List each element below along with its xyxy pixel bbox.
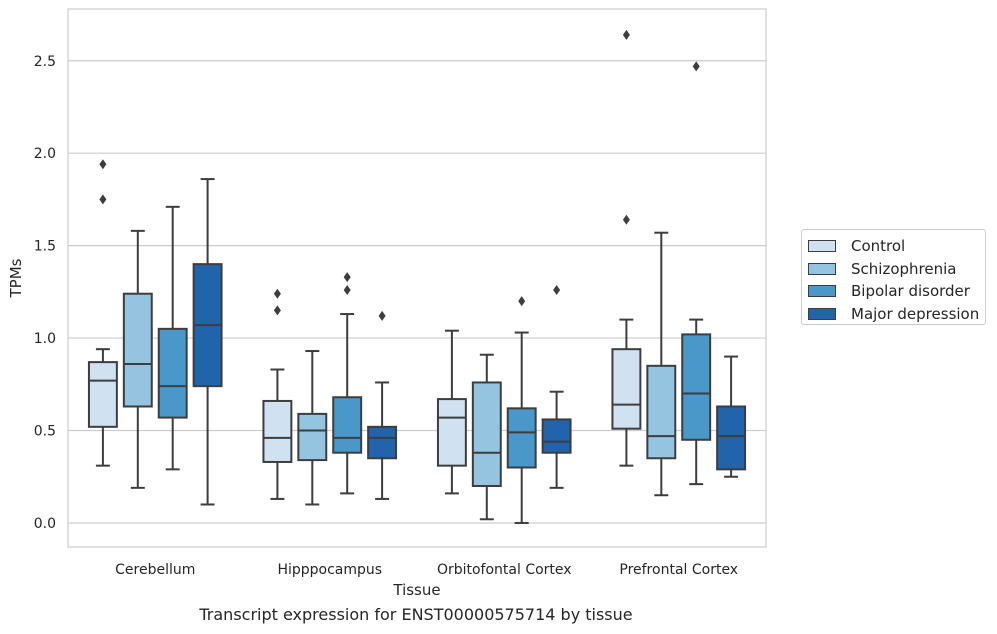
y-axis-label: TPMs (7, 258, 25, 298)
legend-item-control: Control (808, 235, 985, 258)
outlier-point (273, 288, 281, 299)
box (646, 364, 677, 460)
box-group (122, 229, 153, 489)
box-group (332, 272, 363, 495)
boxes (87, 29, 747, 524)
box-group (367, 310, 398, 500)
box (332, 396, 363, 454)
chart-title: Transcript expression for ENST0000057571… (199, 605, 633, 624)
box-group (192, 178, 223, 506)
x-tick-label: Hipppocampus (277, 562, 382, 578)
plot-frame (67, 8, 767, 548)
outlier-point (622, 214, 630, 225)
outlier-point (99, 159, 107, 170)
box (471, 381, 502, 487)
y-tick-labels: 0.0 0.5 1.0 1.5 2.0 2.5 (34, 54, 56, 532)
x-tick-label: Cerebellum (115, 562, 195, 578)
x-tick-label: Orbitofontal Cortex (437, 562, 572, 578)
x-tick-label: Prefrontal Cortex (619, 562, 738, 578)
x-tick-labels: Cerebellum Hipppocampus Orbitofontal Corte… (115, 562, 738, 578)
box-group (262, 288, 293, 500)
legend-label-control: Control (851, 237, 906, 256)
box-group (506, 296, 537, 524)
legend: Control Schizophrenia Bipolar disorder M… (801, 229, 986, 325)
outlier-point (343, 285, 351, 296)
box (122, 292, 153, 408)
legend-label-major-depression: Major depression (851, 304, 980, 323)
box-group (611, 29, 642, 467)
outlier-point (692, 61, 700, 72)
box (611, 348, 642, 430)
box (157, 327, 188, 419)
legend-label-schizophrenia: Schizophrenia (851, 259, 957, 278)
legend-swatch-major-depression (808, 307, 836, 320)
legend-item-bipolar-disorder: Bipolar disorder (808, 280, 985, 303)
legend-swatch-bipolar-disorder (808, 285, 836, 298)
outlier-point (553, 285, 561, 296)
outlier-point (518, 296, 526, 307)
outlier-point (622, 29, 630, 40)
box (87, 361, 118, 428)
box (436, 398, 467, 467)
y-tick-label: 2.5 (34, 54, 56, 70)
box (681, 333, 712, 441)
outlier-point (343, 272, 351, 283)
box (541, 418, 572, 454)
y-tick-label: 0.5 (34, 424, 56, 440)
outlier-point (273, 305, 281, 316)
box-group (681, 61, 712, 486)
y-tick-label: 1.0 (34, 331, 56, 347)
y-tick-label: 1.5 (34, 239, 56, 255)
box-group (541, 285, 572, 489)
box-group (471, 353, 502, 521)
legend-swatch-control (808, 240, 836, 253)
box-group (157, 205, 188, 471)
legend-label-bipolar-disorder: Bipolar disorder (851, 282, 970, 301)
box-group (716, 355, 747, 478)
outlier-point (378, 310, 386, 321)
box (506, 407, 537, 469)
box (367, 425, 398, 460)
box-group (297, 350, 328, 506)
legend-item-major-depression: Major depression (808, 303, 985, 326)
box-group (646, 231, 677, 497)
box (716, 405, 747, 471)
box (262, 399, 293, 463)
legend-swatch-schizophrenia (808, 262, 836, 275)
y-tick-label: 2.0 (34, 146, 56, 162)
legend-item-schizophrenia: Schizophrenia (808, 258, 985, 281)
box (297, 412, 328, 462)
box-group (436, 329, 467, 495)
x-axis-label: Tissue (392, 581, 440, 599)
outlier-point (99, 194, 107, 205)
y-tick-label: 0.0 (34, 516, 56, 532)
box-group (87, 159, 118, 467)
